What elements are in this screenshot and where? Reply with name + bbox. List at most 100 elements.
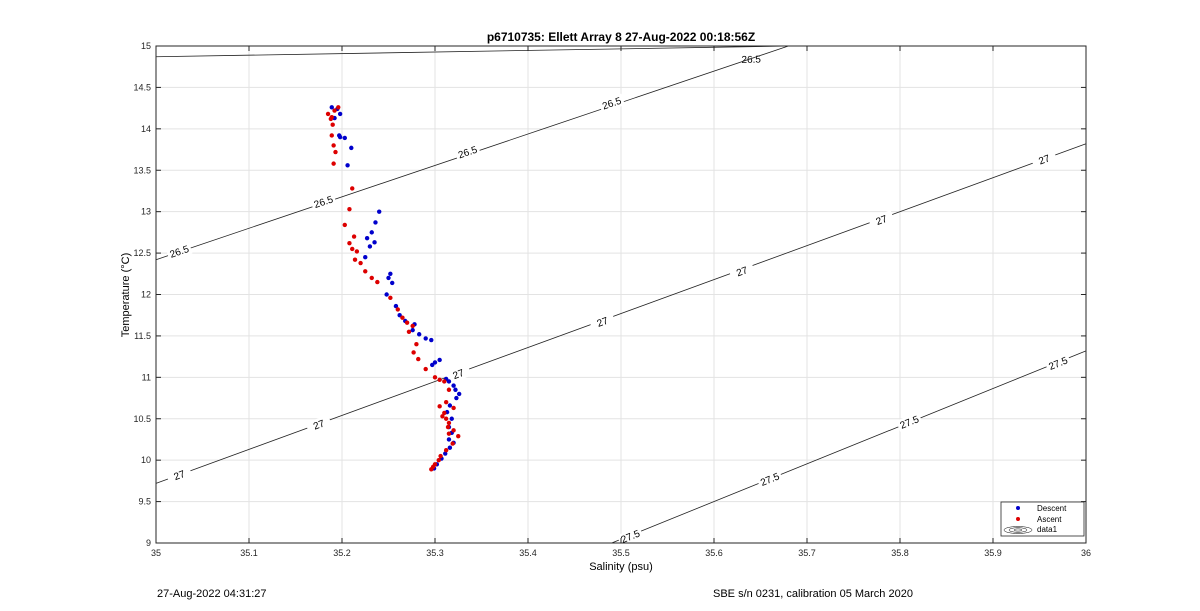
isopycnal-label-bg <box>165 241 193 261</box>
y-tick-label: 11.5 <box>134 331 151 341</box>
descent-point <box>423 336 428 341</box>
ascent-point <box>329 115 334 120</box>
axes <box>155 45 1087 544</box>
isopycnal-label: 26.5 <box>165 241 193 261</box>
y-tick-label: 9 <box>146 538 151 548</box>
descent-point <box>345 163 350 168</box>
x-axis-label: Salinity (psu) <box>589 561 653 573</box>
ascent-point <box>429 467 434 472</box>
isopycnal-label-bg <box>1044 353 1072 374</box>
descent-point <box>437 357 442 363</box>
descent-point <box>384 292 389 297</box>
isopycnal-label: 27 <box>1030 149 1058 170</box>
ascent-point <box>438 453 443 459</box>
x-tick-label: 35 <box>151 548 161 558</box>
y-tick-label: 11 <box>142 372 151 382</box>
ascent-point <box>437 377 442 383</box>
isopycnal-label-bg <box>616 526 644 547</box>
descent-point <box>454 395 459 401</box>
isopycnal-label-bg <box>310 192 337 212</box>
isopycnal-label-text: 27 <box>735 265 750 279</box>
x-tick-label: 35.1 <box>240 548 258 558</box>
descent-point <box>456 391 462 397</box>
isopycnal-label-bg <box>728 261 756 282</box>
descent-point <box>349 145 354 151</box>
ascent-point <box>442 410 447 416</box>
isopycnal-label: 26.5 <box>310 192 337 212</box>
data-points <box>325 105 462 472</box>
isopycnal-label-bg <box>1030 149 1058 170</box>
ascent-point <box>436 457 441 463</box>
ascent-point <box>440 414 445 419</box>
isopycnal-label: 27.5 <box>1044 353 1072 374</box>
isopycnal-label-text: 26.5 <box>601 96 623 113</box>
descent-point <box>430 362 435 368</box>
isopycnal-label-text: 26.5 <box>457 145 479 162</box>
ascent-point <box>363 269 368 274</box>
descent-point <box>453 387 458 392</box>
ascent-point <box>329 133 334 138</box>
descent-point <box>373 220 378 225</box>
isopycnal-label: 27 <box>728 261 756 282</box>
descent-point <box>443 451 448 456</box>
isopycnal-label: 27.5 <box>756 469 784 490</box>
descent-point <box>429 337 434 343</box>
isopycnal-label-bg <box>756 469 784 490</box>
descent-point <box>363 255 368 260</box>
isopycnal-contours: 26.5 26.5 26.5 26.5 26.5 27 27 27 27 27 27 27 27.5 27… <box>155 45 1087 547</box>
isopycnal-label-bg <box>598 93 625 113</box>
legend-label-descent: Descent <box>1037 504 1067 513</box>
legend: Descent Ascent data1 <box>1000 501 1085 537</box>
chart-title: p6710735: Ellett Array 8 27-Aug-2022 00:… <box>487 30 755 44</box>
y-tick-label: 14 <box>141 124 151 134</box>
legend-marker-descent <box>1016 506 1020 510</box>
y-tick-label: 9.5 <box>138 497 151 507</box>
ascent-point <box>442 379 447 384</box>
isopycnal-line <box>611 350 1087 544</box>
x-tick-label: 35.4 <box>519 548 537 558</box>
ascent-point <box>358 260 363 266</box>
isopycnal-label-text: 26.5 <box>313 194 335 211</box>
ascent-point <box>350 186 355 191</box>
ascent-point <box>395 307 400 312</box>
descent-point <box>388 271 393 276</box>
x-tick-label: 35.2 <box>333 548 351 558</box>
ascent-point <box>446 420 452 426</box>
ascent-point <box>330 122 335 127</box>
footer-timestamp: 27-Aug-2022 04:31:27 <box>157 588 267 600</box>
ascent-point <box>451 428 456 433</box>
ascent-point <box>388 295 393 301</box>
isopycnal-label-text: 27 <box>875 214 890 228</box>
x-tick-label: 35.6 <box>705 548 723 558</box>
descent-point <box>447 445 453 450</box>
descent-point <box>337 111 343 117</box>
descent-point <box>342 135 347 141</box>
descent-point <box>451 383 456 388</box>
isopycnal-label: 27 <box>589 312 616 332</box>
descent-point <box>386 275 391 281</box>
ascent-point <box>354 249 360 254</box>
ascent-point <box>411 350 416 355</box>
descent-point <box>416 332 422 337</box>
descent-point <box>377 209 382 214</box>
descent-point <box>369 230 374 235</box>
ascent-point <box>333 149 338 155</box>
ascent-point <box>446 431 452 436</box>
ascent-point <box>406 329 412 334</box>
y-tick-label: 12.5 <box>133 248 151 258</box>
ascent-point <box>404 320 410 325</box>
ascent-point <box>369 275 374 281</box>
isopycnal-label-text: 26.5 <box>741 55 761 66</box>
x-tick-label: 35.9 <box>984 548 1002 558</box>
x-tick-label: 35.8 <box>891 548 909 558</box>
descent-point <box>449 416 454 421</box>
ascent-point <box>332 108 337 113</box>
y-tick-label: 13.5 <box>133 165 151 175</box>
ascent-point <box>443 399 449 405</box>
ascent-point <box>414 342 419 347</box>
isopycnal-label: 27 <box>444 364 472 384</box>
x-tick-label: 36 <box>1081 548 1091 558</box>
descent-point <box>337 134 343 140</box>
ascent-point <box>410 323 415 329</box>
